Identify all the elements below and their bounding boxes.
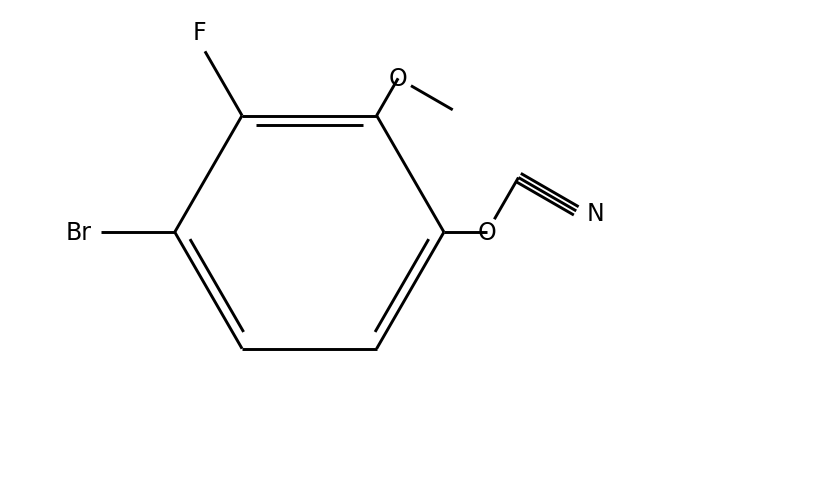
Text: F: F xyxy=(193,21,206,45)
Text: Br: Br xyxy=(65,221,91,244)
Text: O: O xyxy=(478,221,496,244)
Text: O: O xyxy=(389,67,408,91)
Text: N: N xyxy=(587,202,604,226)
